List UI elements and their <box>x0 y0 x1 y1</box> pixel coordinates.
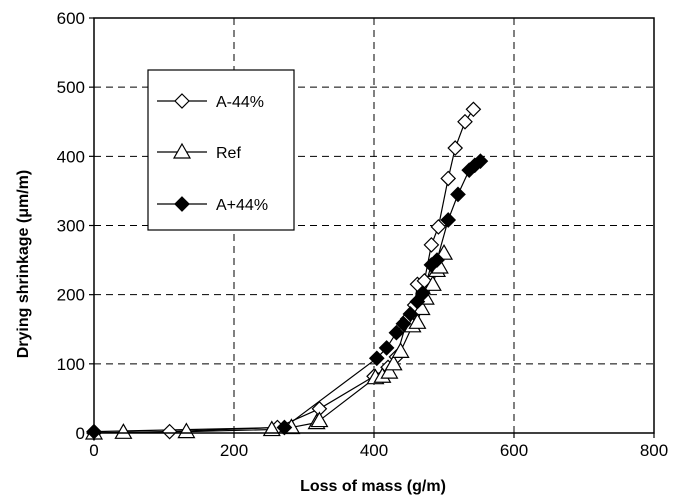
point-ref <box>177 422 196 439</box>
y-tick-label: 600 <box>57 9 85 28</box>
point-aminus44 <box>465 101 482 118</box>
y-tick-label: 300 <box>57 217 85 236</box>
point-aminus44 <box>430 219 447 235</box>
legend-box <box>147 69 295 231</box>
point-aplus44 <box>440 212 457 228</box>
legend: A-44% Ref A+44% <box>147 69 295 231</box>
point-aplus44 <box>395 315 412 332</box>
x-tick-label: 200 <box>220 441 248 460</box>
y-tick-label: 200 <box>57 286 85 305</box>
point-ref <box>114 423 133 439</box>
x-tick-label: 600 <box>500 441 528 460</box>
x-tick-label: 800 <box>640 441 668 460</box>
legend-label-aminus44: A-44% <box>216 94 264 111</box>
legend-marker-aplus44 <box>174 196 190 212</box>
point-aplus44 <box>388 324 405 341</box>
point-ref <box>262 420 281 437</box>
point-aplus44 <box>368 350 385 367</box>
point-aplus44 <box>472 153 489 170</box>
axis-ticks: 0 200 400 600 800 0 100 200 300 400 500 600 <box>57 9 669 460</box>
x-tick-label: 0 <box>89 441 98 460</box>
point-ref <box>391 342 410 358</box>
point-aminus44 <box>440 170 457 187</box>
point-aplus44 <box>276 419 293 436</box>
y-tick-label: 500 <box>57 78 85 97</box>
point-ref <box>408 313 427 329</box>
y-axis-title: Drying shrinkage (μm/m) <box>15 170 32 359</box>
x-tick-label: 400 <box>360 441 388 460</box>
legend-label-aplus44: A+44% <box>216 197 268 214</box>
point-aminus44 <box>457 113 473 130</box>
y-tick-label: 0 <box>76 424 85 443</box>
point-aplus44 <box>415 285 431 302</box>
legend-marker-aminus44 <box>174 93 190 109</box>
point-aplus44 <box>429 252 445 268</box>
point-aplus44 <box>450 186 466 203</box>
legend-label-ref: Ref <box>216 145 241 162</box>
point-ref <box>380 362 399 379</box>
point-ref <box>384 354 403 371</box>
point-aplus44 <box>402 306 419 322</box>
series-markers <box>84 101 489 441</box>
y-tick-label: 400 <box>57 147 85 166</box>
legend-marker-ref <box>172 142 192 159</box>
point-aplus44 <box>378 340 395 356</box>
y-tick-label: 100 <box>57 355 85 374</box>
point-aminus44 <box>447 140 464 156</box>
point-ref <box>310 411 329 428</box>
point-aminus44 <box>161 423 178 440</box>
point-ref <box>423 275 442 291</box>
point-aminus44 <box>423 237 440 253</box>
x-axis-title: Loss of mass (g/m) <box>300 478 446 495</box>
